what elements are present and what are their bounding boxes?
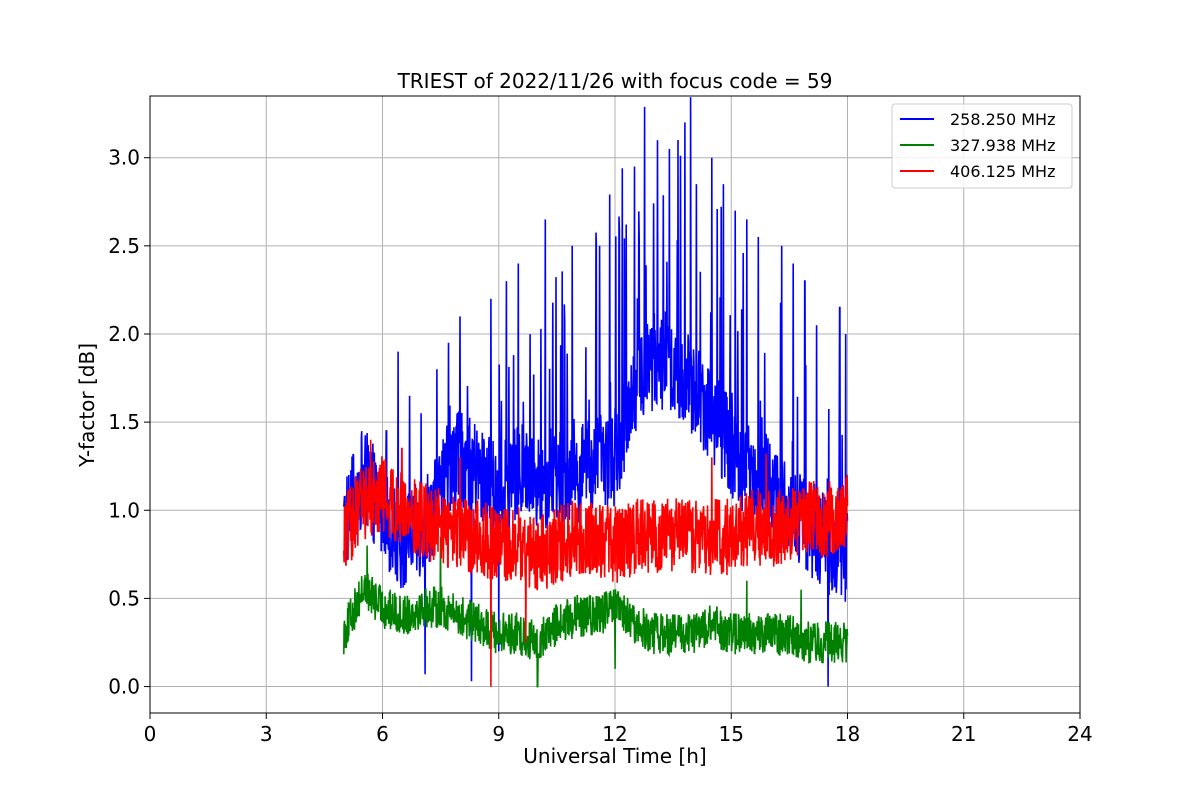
legend-label-2: 406.125 MHz (950, 162, 1055, 181)
legend: 258.250 MHz 327.938 MHz 406.125 MHz (891, 103, 1073, 189)
y-axis-label: Y-factor [dB] (75, 343, 99, 468)
legend-label-1: 327.938 MHz (950, 136, 1055, 155)
series-layer (343, 97, 849, 688)
x-tick-label-2: 6 (376, 722, 389, 746)
y-tick-label-6: 3.0 (108, 146, 140, 170)
y-tick-label-4: 2.0 (108, 322, 140, 346)
series-line-2 (343, 439, 849, 687)
x-tick-label-7: 21 (951, 722, 976, 746)
x-tick-label-0: 0 (144, 722, 157, 746)
series-2 (343, 439, 849, 687)
x-tick-label-8: 24 (1067, 722, 1092, 746)
series-1 (343, 536, 849, 688)
y-tick-label-0: 0.0 (108, 675, 140, 699)
x-tick-label-6: 18 (835, 722, 860, 746)
x-axis-label: Universal Time [h] (523, 744, 706, 768)
x-tick-label-3: 9 (492, 722, 505, 746)
y-tick-label-1: 0.5 (108, 586, 140, 610)
series-0 (343, 97, 849, 687)
y-axis: 0.0 0.5 1.0 1.5 2.0 2.5 3.0 (108, 146, 150, 699)
legend-label-0: 258.250 MHz (950, 110, 1055, 129)
legend-box (891, 103, 1073, 189)
chart-title: TRIEST of 2022/11/26 with focus code = 5… (397, 69, 833, 93)
x-tick-label-1: 3 (260, 722, 273, 746)
x-axis: 0 3 6 9 12 15 18 21 24 (144, 713, 1093, 746)
y-tick-label-2: 1.0 (108, 498, 140, 522)
y-tick-label-3: 1.5 (108, 410, 140, 434)
x-tick-label-5: 15 (719, 722, 744, 746)
x-tick-label-4: 12 (602, 722, 627, 746)
y-tick-label-5: 2.5 (108, 234, 140, 258)
series-line-0 (343, 97, 849, 687)
series-line-1 (343, 536, 849, 688)
